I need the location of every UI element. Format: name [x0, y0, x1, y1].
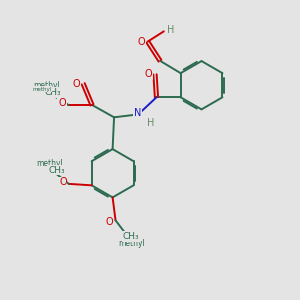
- Text: H: H: [167, 25, 174, 35]
- Text: O: O: [59, 177, 67, 188]
- Text: methyl: methyl: [32, 87, 52, 92]
- Text: H: H: [147, 118, 154, 128]
- Text: CH₃: CH₃: [122, 232, 139, 241]
- Text: N: N: [134, 108, 141, 118]
- Text: CH₃: CH₃: [48, 166, 65, 175]
- Text: O: O: [145, 69, 152, 79]
- Text: O: O: [73, 79, 80, 89]
- Text: methyl: methyl: [118, 238, 145, 247]
- Text: O: O: [137, 37, 145, 46]
- Text: O: O: [58, 98, 66, 109]
- Text: methyl: methyl: [33, 81, 60, 90]
- Text: O: O: [106, 217, 113, 227]
- Text: CH₃: CH₃: [45, 88, 61, 97]
- Text: methyl: methyl: [37, 159, 63, 168]
